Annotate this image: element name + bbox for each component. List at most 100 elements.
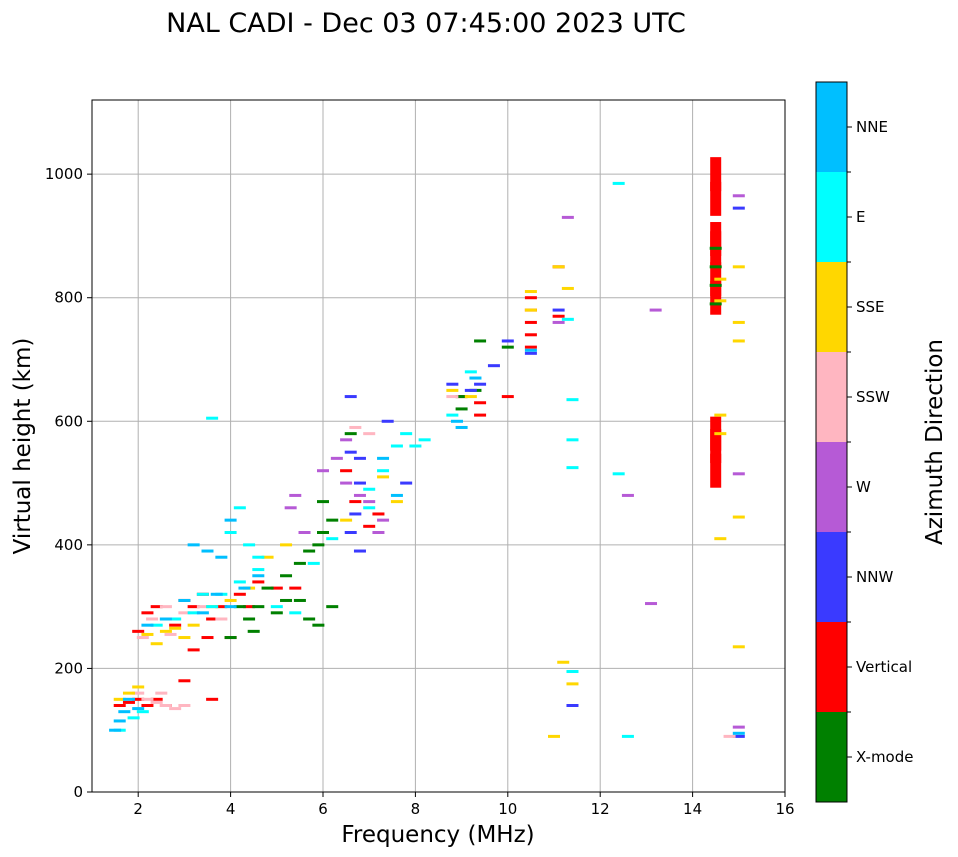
data-point [113, 719, 126, 723]
data-point [344, 432, 357, 436]
data-point [474, 413, 487, 417]
data-point [474, 382, 487, 386]
data-points [109, 157, 745, 738]
data-point [566, 466, 579, 470]
data-point [317, 500, 329, 504]
data-point [474, 339, 487, 343]
data-point [353, 481, 366, 485]
data-point [293, 561, 306, 565]
data-point [141, 704, 154, 707]
data-point [132, 629, 145, 633]
data-point [612, 472, 625, 476]
data-point [136, 710, 149, 714]
data-point [552, 320, 565, 324]
series-nne [109, 348, 745, 735]
data-point [455, 425, 468, 429]
data-point [155, 691, 168, 695]
data-point [390, 444, 403, 448]
data-point [349, 500, 362, 504]
x-tick-label: 6 [318, 800, 328, 818]
data-point [132, 707, 145, 711]
x-axis-label: Frequency (MHz) [341, 822, 534, 848]
data-point [487, 364, 500, 368]
data-point [206, 617, 219, 621]
data-point [141, 623, 154, 627]
data-point [150, 642, 163, 646]
data-point [252, 574, 265, 578]
data-point [548, 734, 560, 738]
colorbar-segment [816, 82, 847, 172]
data-point [732, 645, 745, 649]
data-point [566, 398, 579, 402]
data-point [566, 704, 579, 707]
data-point [243, 617, 256, 621]
data-point [150, 623, 163, 627]
y-tick-label: 400 [54, 536, 83, 554]
data-point [141, 697, 154, 701]
data-point [132, 697, 145, 701]
data-point [446, 388, 459, 392]
data-point [710, 280, 722, 315]
data-point [280, 598, 293, 602]
data-point [270, 611, 283, 615]
data-point [109, 728, 122, 732]
data-point [714, 413, 727, 417]
data-point [363, 524, 376, 528]
x-tick-label: 12 [591, 800, 610, 818]
data-point [464, 370, 477, 374]
data-point [455, 395, 468, 399]
data-point [326, 537, 339, 541]
data-point [710, 157, 722, 192]
data-point [215, 617, 228, 621]
data-point [363, 487, 376, 491]
x-tick-label: 4 [226, 800, 236, 818]
data-point [289, 611, 302, 615]
data-point [303, 549, 316, 553]
colorbar-segment [816, 172, 847, 262]
data-point [340, 469, 353, 473]
data-point [224, 531, 237, 534]
data-point [330, 456, 343, 460]
data-point [233, 592, 246, 596]
colorbar-tick-label: NNE [856, 118, 888, 136]
data-point [501, 345, 514, 349]
data-point [312, 543, 325, 547]
data-point [450, 419, 463, 423]
data-point [621, 493, 634, 497]
data-point [150, 605, 163, 609]
data-point [709, 265, 722, 269]
data-point [326, 605, 339, 609]
data-point [122, 697, 135, 701]
data-point [524, 345, 537, 349]
colorbar-segment [816, 442, 847, 532]
data-point [474, 401, 487, 405]
series-ssw [132, 395, 736, 738]
y-tick-label: 1000 [45, 165, 83, 183]
data-point [178, 704, 191, 707]
chart-title: NAL CADI - Dec 03 07:45:00 2023 UTC [166, 8, 686, 39]
data-point [524, 333, 537, 337]
colorbar-segment [816, 622, 847, 712]
colorbar-tick-label: Vertical [856, 658, 912, 676]
data-point [169, 623, 182, 627]
data-point [709, 283, 722, 287]
data-point [732, 265, 745, 269]
data-point [344, 395, 357, 399]
data-point [178, 636, 191, 640]
data-point [723, 734, 736, 738]
data-point [206, 697, 219, 701]
colorbar-tick-label: SSW [856, 388, 890, 406]
data-point [464, 395, 477, 399]
data-point [377, 518, 390, 522]
data-point [400, 432, 413, 436]
data-point [464, 388, 477, 392]
data-point [344, 531, 357, 534]
data-point [132, 685, 145, 689]
data-point [566, 438, 579, 442]
data-point [187, 648, 200, 652]
data-point [377, 456, 390, 460]
data-point [243, 605, 256, 609]
data-point [621, 734, 634, 738]
data-point [224, 605, 237, 609]
data-point [317, 469, 329, 473]
